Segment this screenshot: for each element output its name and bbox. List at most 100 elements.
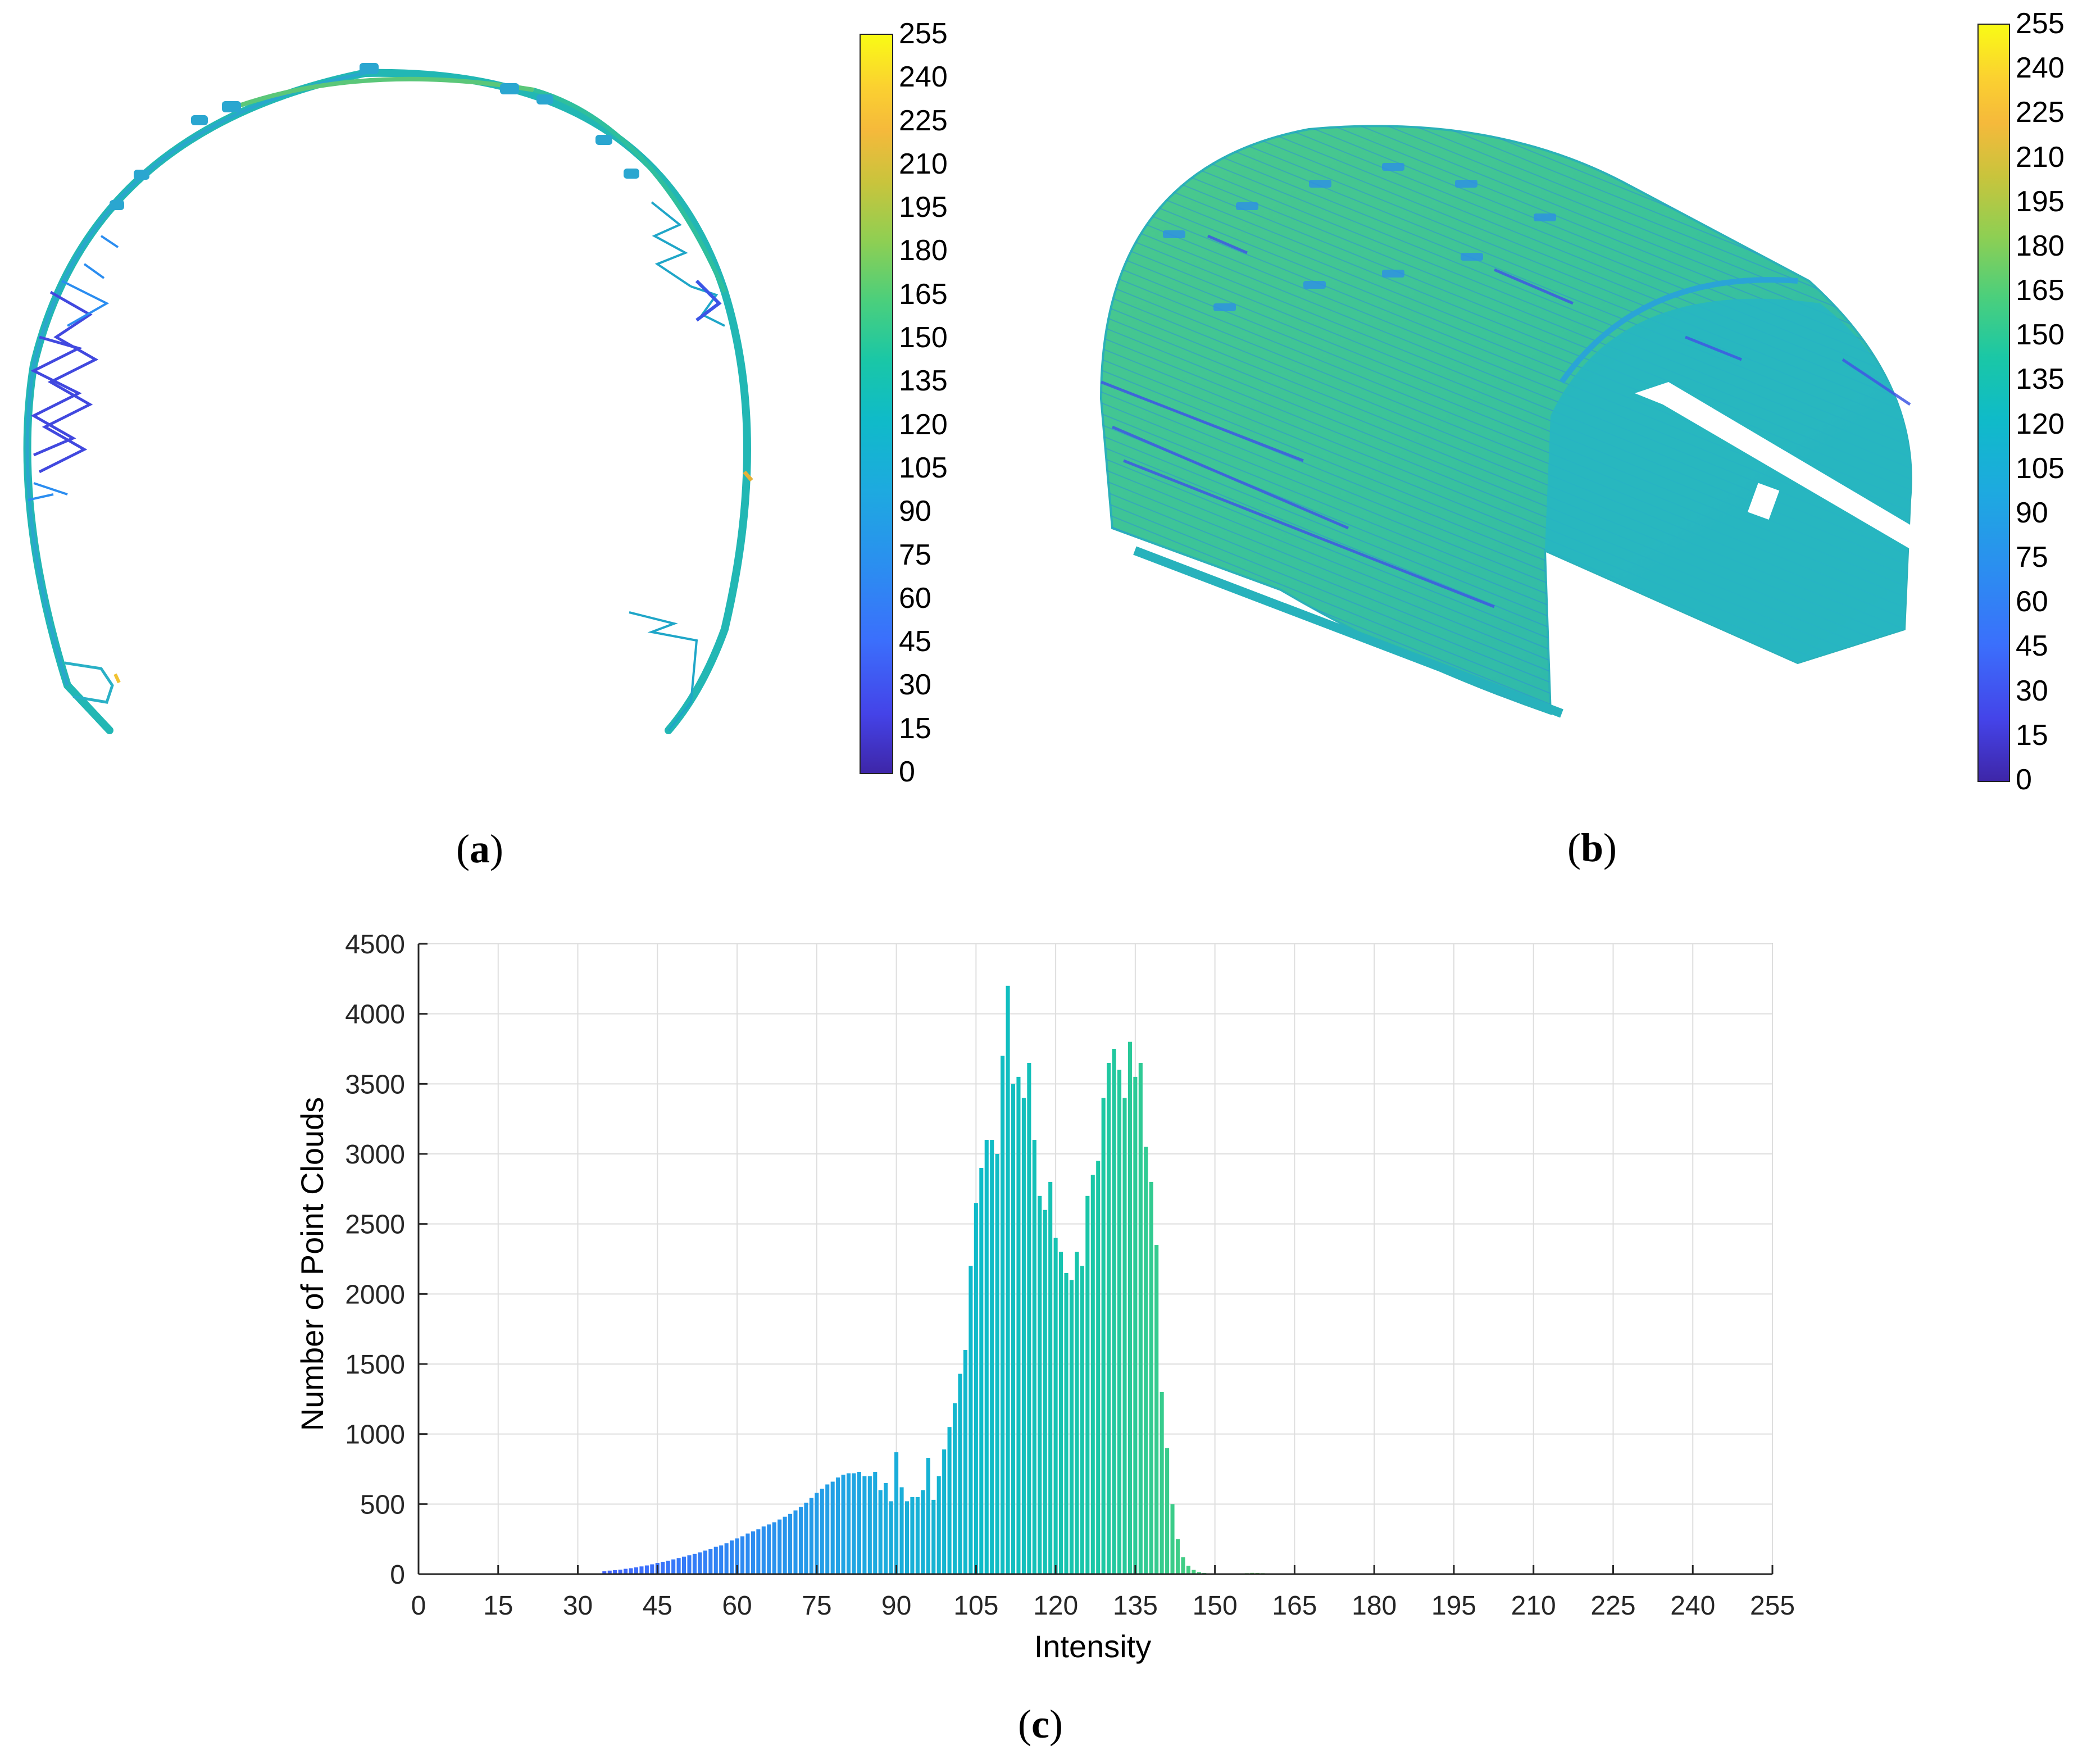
histogram-bar bbox=[666, 1561, 670, 1574]
histogram-bar bbox=[1011, 1084, 1016, 1574]
histogram-bar bbox=[745, 1533, 750, 1574]
histogram-bar bbox=[1021, 1098, 1026, 1574]
histogram-bar bbox=[761, 1526, 766, 1574]
colorbar-tick-label: 30 bbox=[899, 669, 931, 702]
chart-bars bbox=[602, 985, 1695, 1575]
histogram-bar bbox=[724, 1543, 729, 1574]
histogram-bar bbox=[846, 1473, 851, 1574]
histogram-bar bbox=[788, 1513, 793, 1574]
colorbar-tick-label: 60 bbox=[2016, 585, 2048, 619]
histogram-bar bbox=[1154, 1245, 1159, 1574]
x-tick-label: 135 bbox=[1113, 1591, 1158, 1621]
histogram-bar bbox=[942, 1449, 947, 1574]
histogram-bar bbox=[931, 1499, 936, 1574]
histogram-bar bbox=[708, 1549, 713, 1574]
histogram-bar bbox=[751, 1531, 755, 1574]
y-tick-label: 2000 bbox=[345, 1280, 405, 1310]
histogram-bar bbox=[1165, 1448, 1170, 1574]
histogram-bar bbox=[650, 1564, 654, 1574]
colorbar-tick-label: 105 bbox=[2016, 452, 2065, 485]
histogram-bar bbox=[735, 1538, 739, 1574]
histogram-bar bbox=[899, 1487, 904, 1574]
colorbar-tick-label: 180 bbox=[2016, 229, 2065, 262]
colorbar-tick-label: 210 bbox=[2016, 140, 2065, 174]
colorbar-tick-label: 255 bbox=[2016, 7, 2065, 40]
x-tick-label: 255 bbox=[1750, 1591, 1795, 1621]
histogram-bar bbox=[947, 1427, 952, 1574]
histogram-bar bbox=[772, 1522, 776, 1574]
histogram-bar bbox=[1059, 1252, 1063, 1574]
histogram-bar bbox=[676, 1558, 681, 1574]
y-tick-label: 2500 bbox=[345, 1210, 405, 1240]
histogram-bar bbox=[798, 1507, 803, 1574]
histogram-bar bbox=[830, 1481, 835, 1574]
colorbar-tick-label: 120 bbox=[2016, 407, 2065, 440]
histogram-bar bbox=[1043, 1210, 1047, 1574]
histogram-bar bbox=[682, 1556, 686, 1574]
histogram-bar bbox=[1133, 1076, 1138, 1574]
x-tick-label: 90 bbox=[881, 1591, 911, 1621]
colorbar-tick-label: 0 bbox=[899, 756, 915, 788]
histogram-bar bbox=[904, 1501, 910, 1574]
histogram-bar bbox=[1101, 1098, 1106, 1574]
point-cloud-a bbox=[23, 63, 753, 734]
histogram-bar bbox=[719, 1545, 724, 1574]
histogram-bar bbox=[867, 1476, 872, 1574]
colorbar-b-ticks: 255 240 225 210 195 180 165 150 135 120 105 90 75 60 4… bbox=[2016, 9, 2089, 794]
panel-label-b-text: b bbox=[1580, 825, 1604, 870]
histogram-bar bbox=[692, 1553, 697, 1574]
histogram-bar bbox=[644, 1565, 649, 1574]
x-tick-label: 240 bbox=[1670, 1591, 1715, 1621]
colorbar-tick-label: 15 bbox=[899, 712, 931, 745]
histogram-bar bbox=[1181, 1557, 1185, 1574]
histogram-bar bbox=[602, 1571, 607, 1574]
panel-label-a-text: a bbox=[469, 826, 490, 871]
colorbar-tick-label: 240 bbox=[2016, 52, 2065, 85]
histogram-bar bbox=[857, 1471, 861, 1574]
y-tick-label: 1000 bbox=[345, 1420, 405, 1450]
colorbar-tick-label: 45 bbox=[2016, 630, 2048, 663]
x-tick-label: 180 bbox=[1352, 1591, 1397, 1621]
panel-label-a: (a) bbox=[456, 826, 503, 871]
histogram-bar bbox=[1053, 1238, 1058, 1574]
x-axis-label: Intensity bbox=[1034, 1629, 1152, 1664]
histogram-bar bbox=[783, 1516, 787, 1574]
histogram-bar bbox=[1107, 1062, 1111, 1574]
histogram-bar bbox=[836, 1477, 840, 1574]
colorbar-tick-label: 135 bbox=[2016, 363, 2065, 396]
y-tick-label: 0 bbox=[390, 1560, 405, 1590]
y-tick-label: 3500 bbox=[345, 1070, 405, 1099]
histogram-bar bbox=[1170, 1504, 1175, 1574]
histogram-bar bbox=[703, 1551, 707, 1574]
colorbar-a-ticks: 255 240 225 210 195 180 165 150 135 120 105 90 75 60 4… bbox=[899, 19, 966, 786]
histogram-bar bbox=[767, 1524, 771, 1574]
histogram-bar bbox=[1096, 1161, 1101, 1574]
point-cloud-b bbox=[1099, 125, 1916, 718]
histogram-bar bbox=[1144, 1147, 1148, 1574]
x-tick-label: 75 bbox=[802, 1591, 831, 1621]
histogram-bar bbox=[740, 1536, 745, 1574]
histogram-bar bbox=[990, 1140, 994, 1574]
histogram-bar bbox=[1175, 1539, 1180, 1574]
histogram-bar bbox=[921, 1490, 925, 1574]
panel-label-c: (c) bbox=[1018, 1702, 1063, 1747]
colorbar-tick-label: 165 bbox=[2016, 274, 2065, 307]
x-tick-label: 105 bbox=[953, 1591, 998, 1621]
colorbar-tick-label: 0 bbox=[2016, 763, 2032, 796]
x-tick-label: 150 bbox=[1193, 1591, 1238, 1621]
histogram-bar bbox=[862, 1476, 867, 1574]
colorbar-tick-label: 30 bbox=[2016, 674, 2048, 707]
histogram-bar bbox=[910, 1497, 915, 1574]
histogram-bar bbox=[926, 1458, 930, 1574]
colorbar-tick-label: 15 bbox=[2016, 719, 2048, 752]
histogram-bar bbox=[756, 1529, 761, 1574]
histogram-bar bbox=[607, 1570, 612, 1574]
histogram-bar bbox=[629, 1568, 633, 1574]
histogram-bar bbox=[878, 1490, 883, 1574]
x-tick-label: 0 bbox=[411, 1591, 426, 1621]
colorbar-tick-label: 195 bbox=[899, 191, 948, 224]
colorbar-tick-label: 150 bbox=[899, 321, 948, 354]
x-tick-labels: 0 15 30 45 60 75 90 105 120 135 150 165 180 195 210 225… bbox=[411, 1565, 1795, 1621]
chart-grid bbox=[418, 943, 1773, 1575]
x-tick-label: 165 bbox=[1272, 1591, 1317, 1621]
